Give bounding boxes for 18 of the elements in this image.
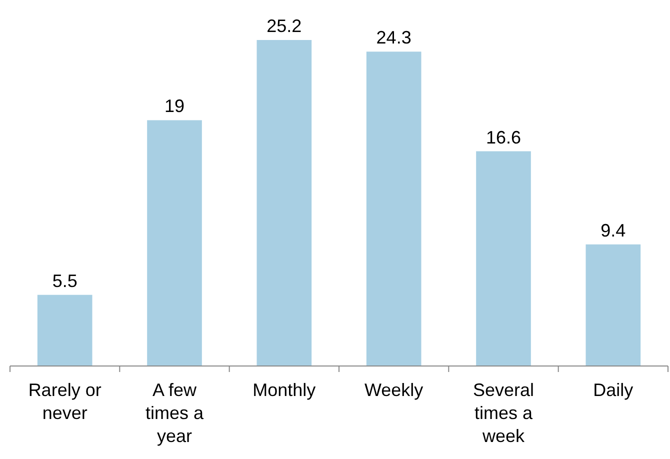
data-label: 9.4 — [600, 220, 626, 240]
x-tick-label: Several times a week — [472, 380, 534, 446]
bar — [147, 120, 202, 366]
x-tick-label: Daily — [593, 380, 634, 400]
bar — [256, 40, 312, 366]
data-label: 25.2 — [266, 16, 302, 36]
bar — [37, 294, 92, 366]
x-tick-label: Rarely or never — [28, 380, 102, 423]
data-label: 19 — [164, 96, 185, 116]
data-label: 24.3 — [376, 28, 412, 48]
data-label: 5.5 — [52, 270, 78, 291]
bar — [476, 151, 531, 366]
data-label: 16.6 — [486, 127, 522, 148]
x-tick-label: A few times a year — [145, 380, 204, 446]
bar — [366, 52, 422, 366]
x-tick-label: Monthly — [252, 380, 316, 400]
x-tick-label: Weekly — [364, 380, 424, 400]
bar — [586, 244, 641, 366]
